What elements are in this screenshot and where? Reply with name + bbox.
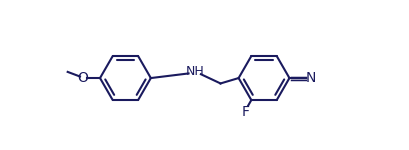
Text: F: F	[240, 105, 249, 119]
Text: N: N	[305, 71, 315, 85]
Text: NH: NH	[185, 65, 204, 78]
Text: O: O	[77, 71, 88, 85]
